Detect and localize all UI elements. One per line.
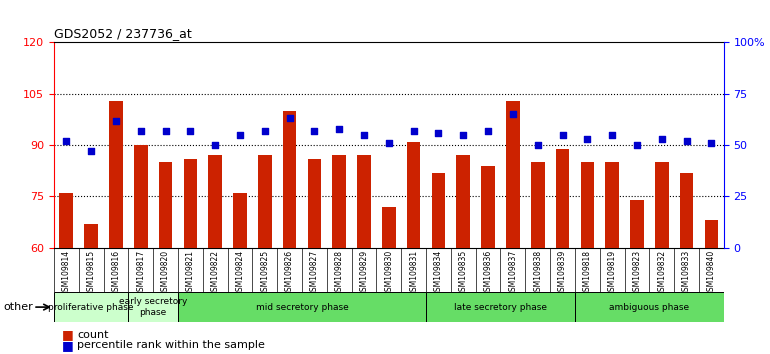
Text: GSM109823: GSM109823	[632, 250, 641, 296]
Bar	[426, 292, 575, 322]
Bar	[159, 162, 172, 248]
Point	[457, 132, 470, 138]
Bar	[705, 221, 718, 248]
Text: ambiguous phase: ambiguous phase	[609, 303, 689, 312]
Bar	[59, 193, 73, 248]
Text: GSM109824: GSM109824	[236, 250, 245, 296]
Text: GSM109831: GSM109831	[409, 250, 418, 296]
Point	[259, 128, 271, 133]
Text: GSM109838: GSM109838	[533, 250, 542, 296]
Point	[159, 128, 172, 133]
Text: GSM109817: GSM109817	[136, 250, 146, 296]
Bar	[575, 292, 724, 322]
Point	[507, 112, 519, 117]
Bar	[581, 162, 594, 248]
Text: GSM109818: GSM109818	[583, 250, 592, 296]
Text: GSM109827: GSM109827	[310, 250, 319, 296]
Point	[308, 128, 320, 133]
Bar	[556, 149, 569, 248]
Point	[135, 128, 147, 133]
Text: GSM109832: GSM109832	[658, 250, 666, 296]
Point	[209, 142, 221, 148]
Bar	[630, 200, 644, 248]
Text: count: count	[77, 330, 109, 339]
Point	[184, 128, 196, 133]
Point	[110, 118, 122, 123]
Text: GSM109822: GSM109822	[211, 250, 219, 296]
Bar	[233, 193, 247, 248]
Text: GSM109837: GSM109837	[508, 250, 517, 296]
Text: ■: ■	[62, 339, 73, 352]
Bar	[457, 155, 470, 248]
Text: GSM109828: GSM109828	[335, 250, 343, 296]
Text: GSM109834: GSM109834	[434, 250, 443, 296]
Point	[531, 142, 544, 148]
Bar	[680, 172, 694, 248]
Bar	[209, 155, 222, 248]
Point	[407, 128, 420, 133]
Text: GSM109821: GSM109821	[186, 250, 195, 296]
Bar	[109, 101, 122, 248]
Point	[383, 140, 395, 146]
Point	[557, 132, 569, 138]
Text: GSM109840: GSM109840	[707, 250, 716, 296]
Point	[85, 148, 97, 154]
Text: GSM109836: GSM109836	[484, 250, 493, 296]
Point	[234, 132, 246, 138]
Text: GSM109833: GSM109833	[682, 250, 691, 296]
Point	[60, 138, 72, 144]
Point	[655, 136, 668, 142]
Text: GSM109829: GSM109829	[360, 250, 369, 296]
Point	[581, 136, 594, 142]
Bar	[432, 172, 445, 248]
Bar	[506, 101, 520, 248]
Bar	[283, 111, 296, 248]
Bar	[655, 162, 668, 248]
Point	[705, 140, 718, 146]
Point	[358, 132, 370, 138]
Bar	[54, 292, 129, 322]
Bar	[84, 224, 98, 248]
Text: GSM109825: GSM109825	[260, 250, 269, 296]
Bar	[307, 159, 321, 248]
Point	[333, 126, 346, 132]
Point	[482, 128, 494, 133]
Text: other: other	[4, 302, 34, 312]
Bar	[382, 207, 396, 248]
Bar	[481, 166, 495, 248]
Bar	[407, 142, 420, 248]
Point	[283, 116, 296, 121]
Text: percentile rank within the sample: percentile rank within the sample	[77, 340, 265, 350]
Text: GSM109835: GSM109835	[459, 250, 468, 296]
Bar	[333, 155, 346, 248]
Text: GSM109819: GSM109819	[608, 250, 617, 296]
Text: GSM109815: GSM109815	[86, 250, 95, 296]
Point	[681, 138, 693, 144]
Text: mid secretory phase: mid secretory phase	[256, 303, 348, 312]
Text: GSM109830: GSM109830	[384, 250, 393, 296]
Point	[606, 132, 618, 138]
Bar	[258, 155, 272, 248]
Bar	[605, 162, 619, 248]
Text: late secretory phase: late secretory phase	[454, 303, 547, 312]
Text: ■: ■	[62, 328, 73, 341]
Text: GDS2052 / 237736_at: GDS2052 / 237736_at	[54, 27, 192, 40]
Text: GSM109816: GSM109816	[112, 250, 120, 296]
Text: GSM109820: GSM109820	[161, 250, 170, 296]
Bar	[183, 159, 197, 248]
Bar	[357, 155, 371, 248]
Bar	[531, 162, 544, 248]
Point	[432, 130, 444, 136]
Bar	[178, 292, 426, 322]
Text: GSM109826: GSM109826	[285, 250, 294, 296]
Text: GSM109814: GSM109814	[62, 250, 71, 296]
Point	[631, 142, 643, 148]
Text: proliferative phase: proliferative phase	[49, 303, 134, 312]
Text: early secretory
phase: early secretory phase	[119, 297, 187, 317]
Bar	[134, 145, 148, 248]
Bar	[129, 292, 178, 322]
Text: GSM109839: GSM109839	[558, 250, 567, 296]
